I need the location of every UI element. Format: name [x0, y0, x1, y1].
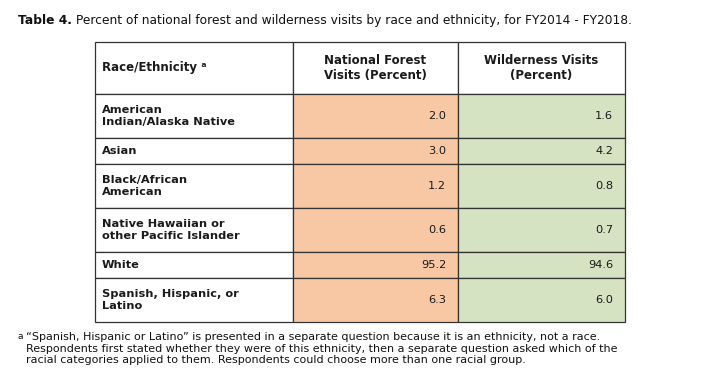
Bar: [458, 138, 625, 164]
Bar: [293, 164, 458, 208]
Bar: [95, 94, 293, 138]
Text: 1.2: 1.2: [428, 181, 446, 191]
Text: American
Indian/Alaska Native: American Indian/Alaska Native: [102, 105, 235, 127]
Text: 1.6: 1.6: [595, 111, 613, 121]
Text: 0.6: 0.6: [428, 225, 446, 235]
Bar: [95, 164, 293, 208]
Text: White: White: [102, 260, 140, 270]
Bar: [95, 42, 293, 94]
Text: 0.8: 0.8: [595, 181, 613, 191]
Bar: [293, 42, 458, 94]
Text: 94.6: 94.6: [588, 260, 613, 270]
Bar: [293, 94, 458, 138]
Text: Spanish, Hispanic, or
Latino: Spanish, Hispanic, or Latino: [102, 289, 239, 311]
Text: Table 4.: Table 4.: [18, 14, 72, 27]
Bar: [293, 252, 458, 278]
Bar: [458, 252, 625, 278]
Text: 2.0: 2.0: [428, 111, 446, 121]
Bar: [458, 94, 625, 138]
Text: 6.0: 6.0: [595, 295, 613, 305]
Bar: [95, 138, 293, 164]
Text: Wilderness Visits
(Percent): Wilderness Visits (Percent): [484, 54, 598, 82]
Bar: [458, 278, 625, 322]
Bar: [458, 42, 625, 94]
Text: 95.2: 95.2: [421, 260, 446, 270]
Text: Asian: Asian: [102, 146, 138, 156]
Text: Percent of national forest and wilderness visits by race and ethnicity, for FY20: Percent of national forest and wildernes…: [72, 14, 632, 27]
Text: a: a: [18, 332, 24, 341]
Bar: [458, 208, 625, 252]
Text: Native Hawaiian or
other Pacific Islander: Native Hawaiian or other Pacific Islande…: [102, 219, 240, 241]
Text: Race/Ethnicity ᵃ: Race/Ethnicity ᵃ: [102, 61, 206, 74]
Text: Black/African
American: Black/African American: [102, 175, 187, 197]
Bar: [293, 138, 458, 164]
Bar: [458, 164, 625, 208]
Text: 4.2: 4.2: [595, 146, 613, 156]
Bar: [95, 278, 293, 322]
Text: 6.3: 6.3: [428, 295, 446, 305]
Bar: [95, 252, 293, 278]
Text: 0.7: 0.7: [595, 225, 613, 235]
Text: “Spanish, Hispanic or Latino” is presented in a separate question because it is : “Spanish, Hispanic or Latino” is present…: [26, 332, 618, 365]
Bar: [293, 208, 458, 252]
Text: 3.0: 3.0: [428, 146, 446, 156]
Bar: [293, 278, 458, 322]
Text: National Forest
Visits (Percent): National Forest Visits (Percent): [323, 54, 426, 82]
Bar: [95, 208, 293, 252]
